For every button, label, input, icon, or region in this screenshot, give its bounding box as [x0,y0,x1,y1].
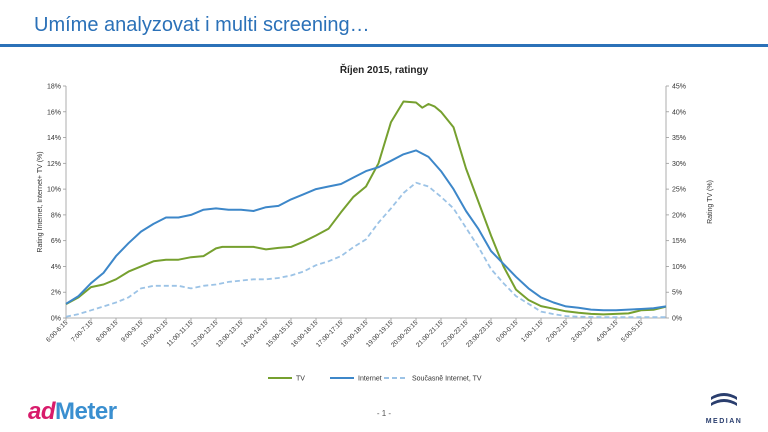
left-axis-label: Rating Internet, Internet+ TV (%) [37,151,44,252]
left-tick-label: 8% [51,212,61,219]
left-tick-label: 16% [47,109,61,116]
right-tick-label: 25% [672,187,686,194]
right-tick-label: 10% [672,264,686,271]
x-tick-label: 7:00-7:15 [70,319,95,344]
x-tick-label: 10:00-10:15 [140,319,170,349]
x-tick-label: 5:00-5:15 [620,319,645,344]
slide-title: Umíme analyzovat i multi screening… [34,14,370,36]
page-number: - 1 - [376,409,392,418]
right-tick-label: 40% [672,109,686,116]
admeter-logo-ad: ad [28,398,56,425]
right-axis-label: Rating TV (%) [707,180,714,224]
left-tick-label: 10% [47,187,61,194]
right-tick-label: 0% [672,316,682,323]
left-tick-label: 6% [51,238,61,245]
title-divider [0,44,768,47]
right-tick-label: 30% [672,161,686,168]
series-line-tv [65,100,667,316]
series-line-sou-asn-internet-tv [65,181,666,319]
x-tick-label: 23:00-23:15 [465,319,495,349]
legend-label: Současně Internet, TV [412,376,482,383]
x-tick-label: 8:00-8:15 [95,319,120,344]
legend: TV Internet Současně Internet, TV [268,376,482,383]
left-tick-label: 0% [51,316,61,323]
x-tick-label: 3:00-3:15 [570,319,595,344]
right-tick-label: 35% [672,135,686,142]
right-tick-label: 15% [672,238,686,245]
x-tick-label: 6:00-6:15 [45,319,70,344]
x-tick-label: 9:00-9:15 [120,319,145,344]
left-tick-label: 2% [51,290,61,297]
right-tick-label: 45% [672,84,686,91]
x-tick-label: 4:00-4:15 [595,319,620,344]
x-tick-label: 2:00-2:15 [545,319,570,344]
admeter-logo: adMeter [28,398,117,426]
median-emblem-icon [711,393,737,406]
legend-label: Internet [358,376,382,383]
median-logo-label: MEDIAN [705,418,743,425]
legend-label: TV [296,376,305,383]
right-tick-label: 20% [672,212,686,219]
left-tick-label: 12% [47,161,61,168]
chart-title: Říjen 2015, ratingy [340,63,429,76]
series-layer [65,100,667,319]
x-tick-label: 0:00-0:15 [495,319,520,344]
admeter-logo-meter: Meter [55,398,117,425]
right-tick-label: 5% [672,290,682,297]
x-tick-label: 1:00-1:15 [520,319,545,344]
left-tick-label: 4% [51,264,61,271]
left-tick-label: 14% [47,135,61,142]
series-line-internet [65,149,667,312]
left-tick-label: 18% [47,84,61,91]
median-logo: MEDIAN [694,390,754,425]
